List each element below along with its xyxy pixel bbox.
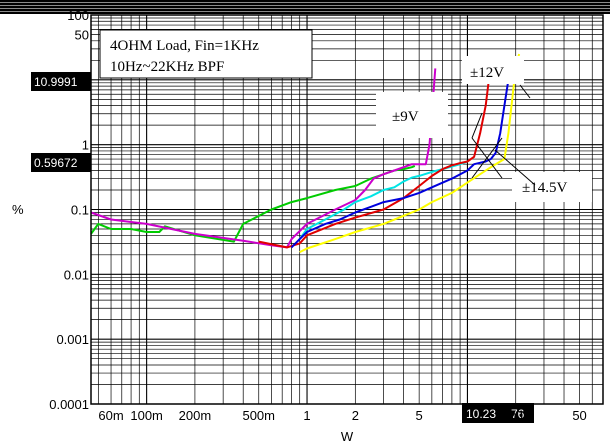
y-axis-label: % (12, 202, 24, 217)
x-tick-label: 100m (130, 408, 163, 423)
label-14v-text: ±14.5V (522, 180, 567, 196)
cursor-readout-upper: 10.9991 (31, 72, 91, 91)
cursor-readout-upper-text: 10.9991 (34, 75, 78, 89)
cursor-crosshair[interactable] (471, 84, 536, 186)
top-title-bar (0, 0, 610, 14)
y-tick-label: 0.01 (64, 267, 89, 282)
label-9v: ±9V (376, 92, 448, 138)
plot-frame (90, 14, 604, 405)
series-line-4 (290, 79, 510, 249)
x-tick-label: 20 (508, 408, 522, 423)
y-tick-label: 1 (82, 138, 89, 153)
y-tick-label: 0.1 (71, 203, 89, 218)
label-9v-text: ±9V (392, 109, 419, 125)
cursor-readout-x: 10.23 76 (462, 403, 534, 423)
y-tick-label: 50 (75, 28, 89, 43)
label-12v-text: ±12V (470, 65, 504, 81)
y-tick-label: 0.001 (56, 332, 89, 347)
x-tick-label: 60m (98, 408, 123, 423)
grid-lines (91, 15, 604, 405)
cursor-line-b (471, 137, 503, 179)
x-tick-label: 50 (572, 408, 586, 423)
x-tick-label: 200m (179, 408, 212, 423)
series-line-5 (299, 53, 521, 253)
label-14v: ±14.5V (512, 172, 592, 202)
y-tick-label: 100 (67, 8, 89, 23)
annotation-load: 4OHM Load, Fin=1KHz (110, 38, 259, 54)
legend-box: 4OHM Load, Fin=1KHz 10Hz~22KHz BPF (99, 29, 313, 79)
x-tick-label: 5 (416, 408, 423, 423)
cursor-line-e (494, 149, 536, 186)
cursor-line-c (471, 112, 483, 139)
y-tick-labels: 100 50 1 0.1 0.01 0.001 0.0001 (49, 8, 89, 412)
series-layer (90, 53, 521, 253)
series-line-3 (258, 63, 492, 249)
cursor-readout-x-text: 10.23 (466, 407, 496, 421)
label-12v: ±12V (462, 56, 524, 84)
x-tick-label: 500m (242, 408, 275, 423)
cursor-readout-x2-text: 76 (511, 407, 525, 421)
cursor-readout-lower: 0.59672 (31, 153, 91, 172)
x-tick-label: 2 (352, 408, 359, 423)
x-axis-label: W (341, 429, 354, 444)
x-tick-labels: 60m 100m 200m 500m 1 2 5 20 50 (98, 408, 586, 423)
annotation-filter: 10Hz~22KHz BPF (110, 59, 224, 75)
cursor-readout-lower-text: 0.59672 (34, 156, 78, 170)
y-tick-label: 0.0001 (49, 397, 89, 412)
x-tick-label: 1 (303, 408, 310, 423)
series-line-1 (90, 68, 437, 249)
cursor-line-d (519, 84, 531, 99)
